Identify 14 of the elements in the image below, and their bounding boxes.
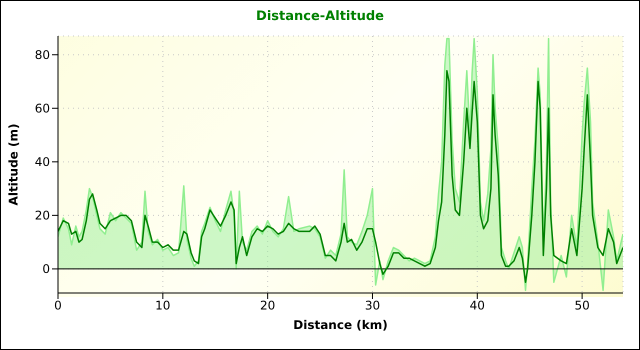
y-tick-label: 20 xyxy=(34,208,50,223)
y-tick-label: 0 xyxy=(42,262,50,276)
x-tick-label: 20 xyxy=(260,298,276,313)
y-axis-title: Altitude (m) xyxy=(6,124,20,206)
y-tick-label: 60 xyxy=(34,102,50,116)
chart-title: Distance-Altitude xyxy=(255,9,385,24)
y-tick-label: 80 xyxy=(34,48,50,62)
x-tick-label: 0 xyxy=(54,298,62,313)
x-tick-label: 30 xyxy=(364,298,380,313)
x-tick-label: 40 xyxy=(470,298,485,313)
x-tick-label: 50 xyxy=(574,298,590,313)
y-tick-label: 40 xyxy=(34,155,50,170)
x-axis-title: Distance (km) xyxy=(293,318,388,332)
x-tick-label: 10 xyxy=(155,298,170,313)
